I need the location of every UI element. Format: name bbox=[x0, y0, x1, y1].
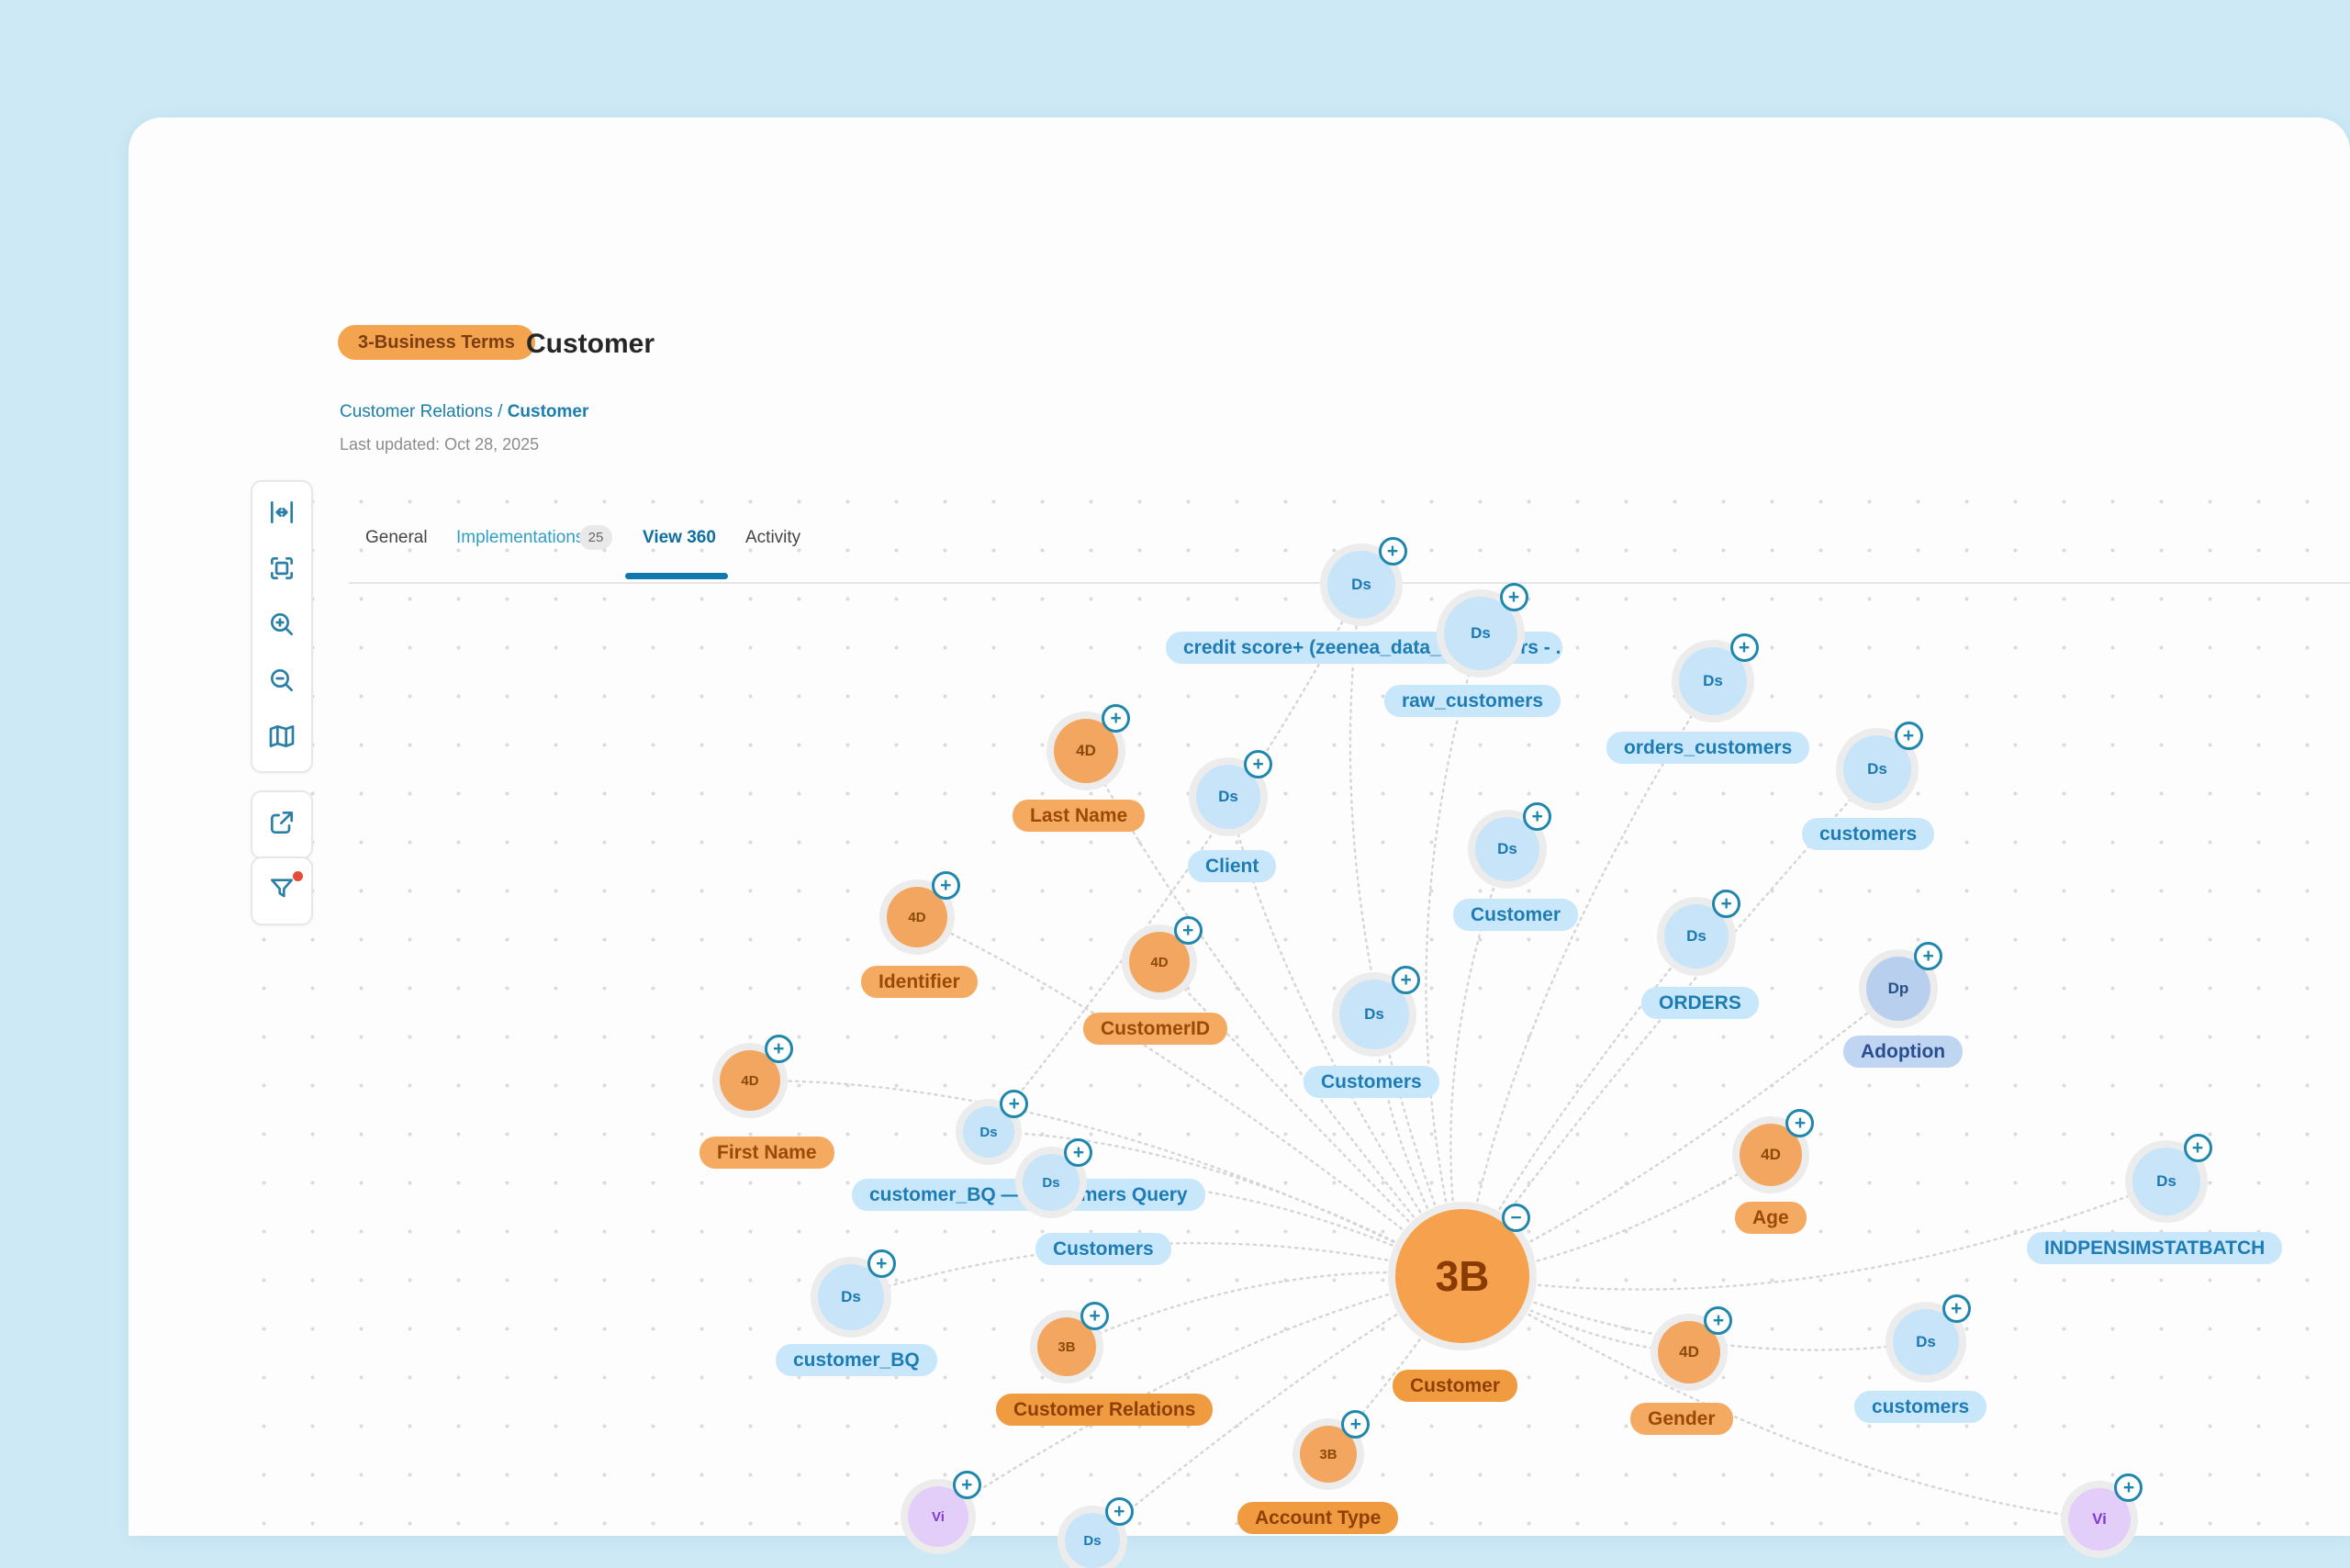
orders-label[interactable]: ORDERS bbox=[1641, 987, 1759, 1019]
customer-id-label[interactable]: CustomerID bbox=[1083, 1013, 1228, 1045]
first-name-label[interactable]: First Name bbox=[699, 1137, 834, 1169]
expand-badge-client[interactable]: + bbox=[1244, 749, 1273, 778]
expand-badge-credit-ds-1[interactable]: + bbox=[1378, 536, 1407, 566]
expand-badge-vi-left[interactable]: + bbox=[952, 1471, 981, 1500]
expand-badge-orders[interactable]: + bbox=[1712, 889, 1741, 918]
client-label[interactable]: Client bbox=[1188, 850, 1277, 882]
expand-badge-age[interactable]: + bbox=[1785, 1108, 1815, 1137]
zoom-out-icon bbox=[267, 666, 297, 700]
fit-width-button[interactable] bbox=[258, 487, 306, 543]
fit-screen-icon bbox=[267, 554, 297, 588]
expand-badge-indpensimstatbatch[interactable]: + bbox=[2183, 1133, 2212, 1162]
customer-relations-label[interactable]: Customer Relations bbox=[996, 1394, 1214, 1426]
minimap-icon bbox=[267, 722, 297, 756]
expand-badge-ds-bottom[interactable]: + bbox=[1104, 1496, 1134, 1526]
fit-screen-button[interactable] bbox=[258, 543, 306, 599]
canvas-view-toolbar bbox=[251, 480, 313, 773]
graph-edge bbox=[1460, 1180, 2168, 1291]
raw-customers-label[interactable]: raw_customers bbox=[1384, 685, 1561, 717]
expand-badge-customer-bq[interactable]: + bbox=[867, 1249, 896, 1279]
last-name-label[interactable]: Last Name bbox=[1013, 800, 1146, 832]
filter-icon bbox=[267, 874, 297, 908]
minimap-button[interactable] bbox=[258, 711, 306, 767]
expand-badge-first-name[interactable]: + bbox=[764, 1035, 793, 1064]
graph-node-identifier[interactable]: 4D bbox=[887, 887, 947, 947]
graph-edge bbox=[987, 1130, 1464, 1278]
collapse-badge-center[interactable]: − bbox=[1501, 1203, 1530, 1232]
page-title: Customer bbox=[526, 329, 655, 359]
breadcrumb: Customer Relations / Customer bbox=[340, 402, 588, 422]
expand-badge-customer-id[interactable]: + bbox=[1173, 916, 1203, 946]
filter-toolbar bbox=[251, 857, 313, 925]
breadcrumb-parent-link[interactable]: Customer Relations bbox=[340, 402, 493, 421]
breadcrumb-separator: / bbox=[492, 402, 508, 421]
expand-badge-customers-top[interactable]: + bbox=[1894, 721, 1923, 750]
expand-badge-customers-mid[interactable]: + bbox=[1392, 965, 1421, 994]
breadcrumb-current: Customer bbox=[507, 402, 589, 421]
share-icon bbox=[267, 808, 297, 842]
expand-badge-identifier[interactable]: + bbox=[931, 871, 960, 901]
expand-badge-credit-ds-2[interactable]: + bbox=[1499, 583, 1528, 612]
graph-edge bbox=[1460, 987, 1900, 1278]
graph-node-customer-id[interactable]: 4D bbox=[1129, 932, 1190, 992]
orders-customers-label[interactable]: orders_customers bbox=[1606, 732, 1810, 764]
zoom-in-button[interactable] bbox=[258, 599, 306, 655]
graph-edge bbox=[987, 583, 1363, 1134]
expand-badge-customer-ds[interactable]: + bbox=[1523, 801, 1552, 831]
object-type-badge: 3-Business Terms bbox=[338, 325, 535, 360]
expand-badge-query-ds-2[interactable]: + bbox=[1064, 1137, 1093, 1167]
graph-node-credit-ds-2[interactable]: Ds bbox=[1444, 597, 1517, 670]
graph-edge bbox=[1460, 1274, 2101, 1521]
graph-edge bbox=[1425, 632, 1483, 1278]
customers-right-label[interactable]: customers bbox=[1854, 1391, 1987, 1423]
graph-edge bbox=[936, 1274, 1464, 1518]
graph-node-center[interactable]: 3B bbox=[1395, 1209, 1529, 1343]
expand-badge-adoption[interactable]: + bbox=[1914, 941, 1943, 970]
last-updated-text: Last updated: Oct 28, 2025 bbox=[340, 435, 540, 454]
customers-low-label[interactable]: Customers bbox=[1035, 1233, 1171, 1265]
zoom-out-button[interactable] bbox=[258, 655, 306, 711]
indpensimstatbatch-label[interactable]: INDPENSIMSTATBATCH bbox=[2027, 1232, 2283, 1264]
expand-badge-orders-customers[interactable]: + bbox=[1729, 633, 1759, 662]
fit-width-icon bbox=[267, 498, 297, 532]
share-button[interactable] bbox=[258, 797, 306, 853]
graph-edge bbox=[915, 915, 1464, 1278]
graph-edge bbox=[1084, 749, 1464, 1278]
identifier-label[interactable]: Identifier bbox=[861, 966, 978, 998]
gender-label[interactable]: Gender bbox=[1630, 1403, 1733, 1435]
expand-badge-account-type[interactable]: + bbox=[1341, 1409, 1371, 1439]
customers-mid-label[interactable]: Customers bbox=[1304, 1066, 1439, 1098]
adoption-label[interactable]: Adoption bbox=[1843, 1036, 1964, 1068]
filter-button[interactable] bbox=[258, 863, 306, 919]
expand-badge-customer-relations[interactable]: + bbox=[1080, 1302, 1110, 1331]
graph-edge bbox=[1460, 679, 1715, 1278]
customer-center-label[interactable]: Customer bbox=[1393, 1370, 1518, 1402]
filter-notification-dot bbox=[293, 871, 303, 881]
account-type-label[interactable]: Account Type bbox=[1237, 1502, 1399, 1534]
expand-badge-query-ds-1[interactable]: + bbox=[1000, 1090, 1029, 1119]
graph-edges-layer bbox=[748, 583, 2168, 1536]
expand-badge-vi-right[interactable]: + bbox=[2114, 1473, 2143, 1502]
customer-bq-label[interactable]: customer_BQ bbox=[776, 1344, 937, 1376]
expand-badge-customers-right[interactable]: + bbox=[1942, 1294, 1971, 1324]
share-toolbar bbox=[251, 790, 313, 859]
graph-edge bbox=[1158, 960, 1464, 1278]
age-label[interactable]: Age bbox=[1735, 1202, 1807, 1234]
zoom-in-icon bbox=[267, 610, 297, 644]
customer-ds-label[interactable]: Customer bbox=[1453, 899, 1579, 931]
customers-top-label[interactable]: customers bbox=[1802, 818, 1935, 850]
expand-badge-gender[interactable]: + bbox=[1704, 1305, 1733, 1335]
expand-badge-last-name[interactable]: + bbox=[1102, 703, 1131, 733]
